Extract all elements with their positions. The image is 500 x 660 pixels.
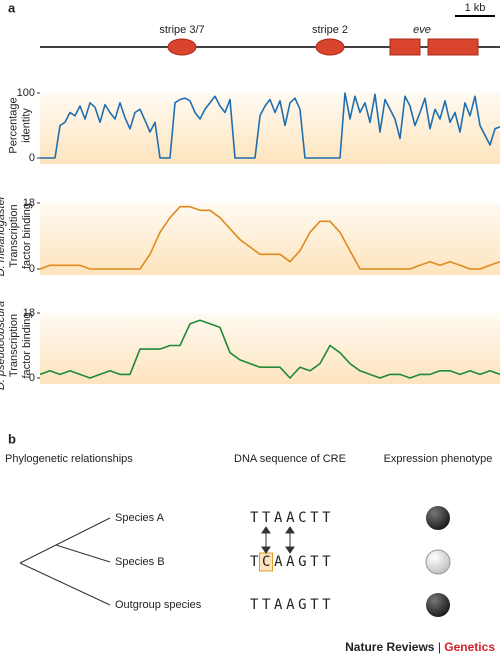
y-tick-label: 100	[17, 87, 35, 99]
y-axis-label-line: D. pseudoobscura	[0, 301, 7, 390]
plot-background	[40, 313, 500, 384]
y-axis-label-line: Transcription	[8, 314, 20, 377]
y-tick-label: 18	[23, 197, 35, 209]
phenotype-dot	[426, 506, 450, 530]
sequence-part: T	[250, 554, 262, 570]
element-label: eve	[413, 24, 431, 36]
sequence-part: AAGTT	[274, 554, 334, 570]
y-axis-label-line: factor binding	[21, 203, 33, 269]
species-label: Outgroup species	[115, 599, 202, 611]
enhancer	[315, 38, 345, 56]
plot-background	[40, 203, 500, 275]
y-tick-label: 0	[29, 372, 35, 384]
column-header: Phylogenetic relationships	[5, 453, 133, 465]
separator: |	[438, 640, 441, 654]
tree	[19, 517, 111, 606]
y-axis-label-line: factor binding	[21, 312, 33, 378]
phenotype-dot	[425, 549, 451, 575]
y-tick-label: 0	[29, 152, 35, 164]
series-line	[39, 205, 500, 270]
species-label: Species B	[115, 556, 165, 568]
footer: Nature Reviews | Genetics	[345, 640, 495, 654]
enhancer	[167, 38, 197, 56]
exon	[427, 38, 479, 56]
series-line	[40, 92, 500, 159]
panel-label: a	[8, 0, 16, 15]
y-tick-label: 18	[23, 307, 35, 319]
y-axis-label: D. melanogasterTranscriptionfactor bindi…	[0, 194, 33, 276]
plot-background	[40, 93, 500, 164]
element-label: stripe 2	[312, 24, 348, 36]
journal: Nature Reviews	[345, 640, 435, 654]
sequence-highlight: C	[262, 554, 274, 570]
series-line	[39, 319, 500, 379]
column-header: Expression phenotype	[384, 453, 493, 465]
phenotype-dot	[426, 593, 450, 617]
column-header: DNA sequence of CRE	[234, 453, 346, 465]
arrows	[261, 526, 295, 554]
panel-label: b	[8, 431, 16, 446]
species-label: Species A	[115, 512, 165, 524]
y-axis-label: Percentageidentity	[7, 97, 32, 153]
sequence: TTAAGTT	[250, 597, 334, 613]
element-label: stripe 3/7	[159, 24, 204, 36]
y-axis-label-line: Percentage	[7, 97, 19, 153]
scale-bar-label: 1 kb	[465, 2, 486, 14]
y-tick-label: 0	[29, 263, 35, 275]
y-axis-label-line: identity	[20, 108, 32, 143]
y-axis-label-line: D. melanogaster	[0, 194, 7, 276]
y-axis-label: D. pseudoobscuraTranscriptionfactor bind…	[0, 301, 33, 390]
sequence: TTAACTT	[250, 510, 334, 526]
y-axis-label-line: Transcription	[8, 204, 20, 267]
sequence: TCAAGTT	[250, 554, 334, 570]
section: Genetics	[444, 640, 495, 654]
exon	[389, 38, 421, 56]
